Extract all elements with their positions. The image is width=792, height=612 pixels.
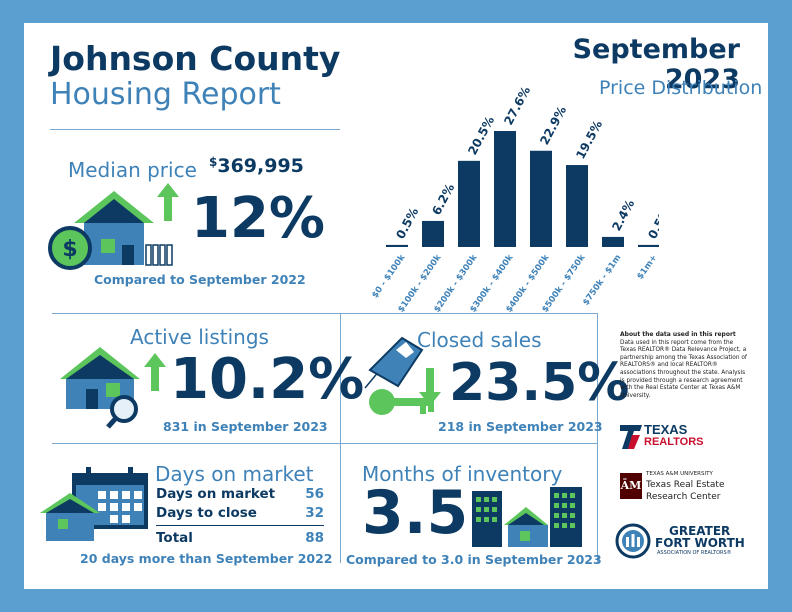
house-search-icon	[60, 347, 140, 429]
down-arrow-icon	[419, 368, 441, 406]
chart-data-label: 19.5%	[573, 118, 605, 161]
chart-title: Price Distribution	[599, 77, 763, 99]
greater-fort-worth-logo: GREATER FORT WORTH ASSOCIATION OF REALTO…	[615, 523, 755, 563]
about-data-note: About the data used in this report Data u…	[620, 331, 747, 399]
active-listings-change: 10.2%	[170, 347, 365, 412]
chart-bar	[638, 244, 659, 247]
title-report: Housing Report	[50, 77, 281, 112]
buildings-icon	[472, 487, 582, 547]
chart-data-label: 22.9%	[537, 104, 569, 147]
days-on-market-table: Days on market 56 Days to close 32 Total 88	[156, 486, 324, 549]
months-inventory-value: 3.5	[362, 478, 469, 548]
chart-data-label: 27.6%	[501, 84, 533, 127]
chart-bar	[602, 236, 624, 247]
chart-category-label: $750k - $1m	[581, 253, 623, 308]
divider-mid	[52, 313, 597, 314]
chart-category-label: $0 - $100k	[370, 253, 407, 300]
chart-bar	[494, 131, 516, 247]
up-arrow-icon	[144, 353, 166, 391]
table-row-total: Total 88	[156, 530, 324, 546]
chart-data-label: 0.5%	[393, 205, 421, 241]
texas-realtors-mark-icon	[620, 425, 642, 449]
divider-lower	[52, 443, 597, 444]
chart-bar	[422, 220, 444, 247]
days-on-market-detail: 20 days more than September 2022	[80, 551, 333, 566]
chart-bar	[386, 244, 408, 247]
divider-sidebar	[597, 313, 598, 563]
tamu-research-center-logo: ĀM TEXAS A&M UNIVERSITY Texas Real Estat…	[620, 471, 725, 502]
title-county: Johnson County	[50, 39, 341, 78]
chart-bar	[530, 150, 552, 247]
tamu-mark-icon: ĀM	[620, 473, 642, 499]
median-change: 12%	[191, 186, 326, 251]
chart-data-label: 20.5%	[465, 114, 497, 157]
days-on-market-label: Days on market	[155, 462, 314, 486]
report-month: September 2023	[572, 34, 740, 95]
median-price-label: Median price	[68, 158, 197, 182]
chart-data-label: 6.2%	[429, 181, 457, 217]
key-tag-icon	[364, 336, 434, 415]
table-row: Days to close 32	[156, 505, 324, 521]
months-inventory-detail: Compared to 3.0 in September 2023	[346, 552, 602, 567]
gfw-emblem-icon	[615, 523, 651, 559]
svg-text:$: $	[62, 237, 77, 262]
house-money-icon: $	[48, 191, 173, 270]
active-listings-detail: 831 in September 2023	[163, 419, 328, 434]
table-row: Days on market 56	[156, 486, 324, 502]
closed-sales-label: Closed sales	[417, 328, 542, 352]
chart-data-label: 2.4%	[609, 197, 637, 233]
texas-realtors-logo: TEXAS REALTORS	[620, 423, 730, 451]
title-divider	[50, 129, 340, 130]
closed-sales-detail: 218 in September 2023	[438, 419, 603, 434]
median-price-value: $369,995	[209, 155, 304, 177]
calendar-house-icon	[40, 467, 148, 541]
chart-bar	[458, 160, 480, 247]
divider-vertical	[340, 313, 341, 563]
report-card: Johnson County Housing Report September …	[24, 23, 768, 589]
chart-data-label: 0.5%	[645, 205, 659, 241]
median-compared: Compared to September 2022	[94, 272, 306, 287]
closed-sales-change: 23.5%	[449, 353, 630, 413]
chart-category-label: $1m+	[635, 253, 659, 282]
chart-bar	[566, 165, 588, 247]
months-inventory-label: Months of inventory	[362, 462, 563, 486]
active-listings-label: Active listings	[130, 325, 269, 349]
up-arrow-icon	[157, 183, 179, 221]
